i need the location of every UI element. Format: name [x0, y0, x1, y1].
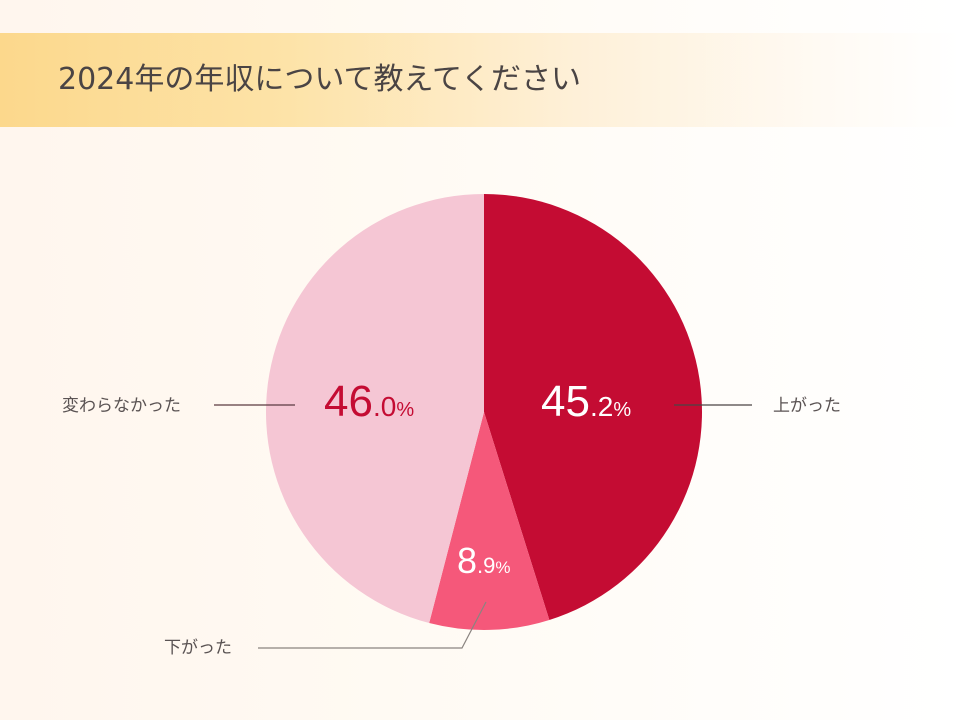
category-label-up: 上がった	[773, 396, 841, 416]
value-int: 8	[457, 540, 478, 581]
value-int: 46	[324, 377, 373, 426]
category-label-same: 変わらなかった	[62, 396, 181, 416]
title-band	[0, 33, 960, 127]
slice-up	[484, 194, 702, 620]
slice-down	[429, 412, 550, 630]
pie-slices	[265, 194, 702, 630]
value-label-up: 45.2%	[541, 380, 631, 424]
value-int: 45	[541, 377, 590, 426]
value-dec: .0	[372, 391, 397, 422]
value-dec: .2	[589, 391, 614, 422]
leader-line-down	[258, 601, 487, 649]
value-percent: %	[396, 399, 415, 421]
value-label-same: 46.0%	[324, 380, 414, 424]
value-dec: .9	[477, 553, 496, 578]
category-label-down: 下がった	[164, 638, 232, 658]
page-title: 2024年の年収について教えてください	[58, 62, 582, 97]
value-percent: %	[495, 558, 511, 577]
value-percent: %	[613, 399, 632, 421]
slice-same	[265, 194, 484, 623]
value-label-down: 8.9%	[457, 543, 511, 579]
